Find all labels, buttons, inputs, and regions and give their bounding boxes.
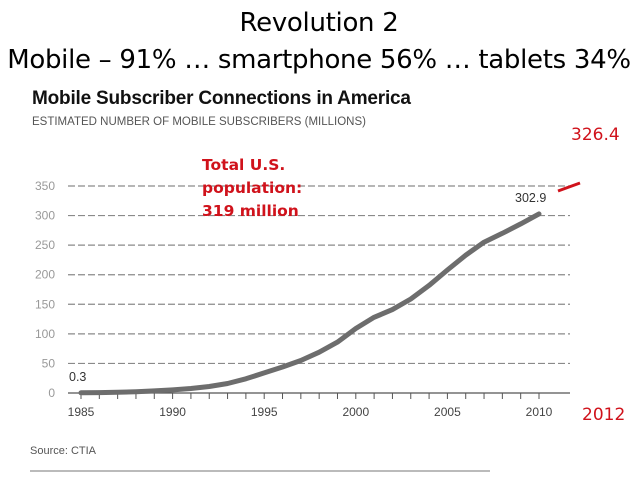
y-axis-ticks: 0 50 100 150 200 250 300 350 [35, 179, 55, 400]
x-tick-label: 2005 [434, 405, 461, 419]
source-divider [30, 470, 490, 472]
projection-marker [557, 181, 581, 193]
x-axis: 1985 1990 1995 2000 2005 2010 [68, 392, 570, 419]
series-lines [78, 211, 542, 396]
y-tick-label: 250 [35, 238, 55, 252]
x-tick-label: 2010 [526, 405, 553, 419]
y-tick-label: 200 [35, 268, 55, 282]
y-tick-label: 150 [35, 297, 55, 311]
slide-subtitle: Mobile – 91% … smartphone 56% … tablets … [7, 45, 631, 75]
projected-value-annotation: 326.4 [571, 125, 620, 145]
y-tick-label: 0 [48, 386, 55, 400]
x-tick-label: 2000 [342, 405, 369, 419]
data-label: 302.9 [515, 191, 546, 205]
y-tick-label: 50 [42, 356, 56, 370]
x-tick-label: 1990 [159, 405, 186, 419]
y-tick-label: 300 [35, 209, 55, 223]
chart-subtitle: ESTIMATED NUMBER OF MOBILE SUBSCRIBERS (… [32, 116, 366, 128]
x-tick-label: 1985 [68, 405, 95, 419]
population-line-2: population: [202, 179, 303, 197]
projected-year-annotation: 2012 [582, 405, 626, 425]
data-label: 0.3 [69, 370, 86, 384]
gridlines [68, 185, 570, 365]
y-tick-label: 100 [35, 327, 55, 341]
population-line-3: 319 million [202, 202, 299, 220]
series-line [78, 211, 542, 396]
slide-title: Revolution 2 [239, 8, 399, 38]
chart-title: Mobile Subscriber Connections in America [32, 88, 411, 109]
population-annotation: Total U.S. population: 319 million [202, 154, 302, 223]
source-note: Source: CTIA [30, 445, 97, 457]
x-tick-label: 1995 [251, 405, 278, 419]
population-line-1: Total U.S. [202, 156, 286, 174]
y-tick-label: 350 [35, 179, 55, 193]
data-labels: 0.3 302.9 [69, 191, 546, 384]
